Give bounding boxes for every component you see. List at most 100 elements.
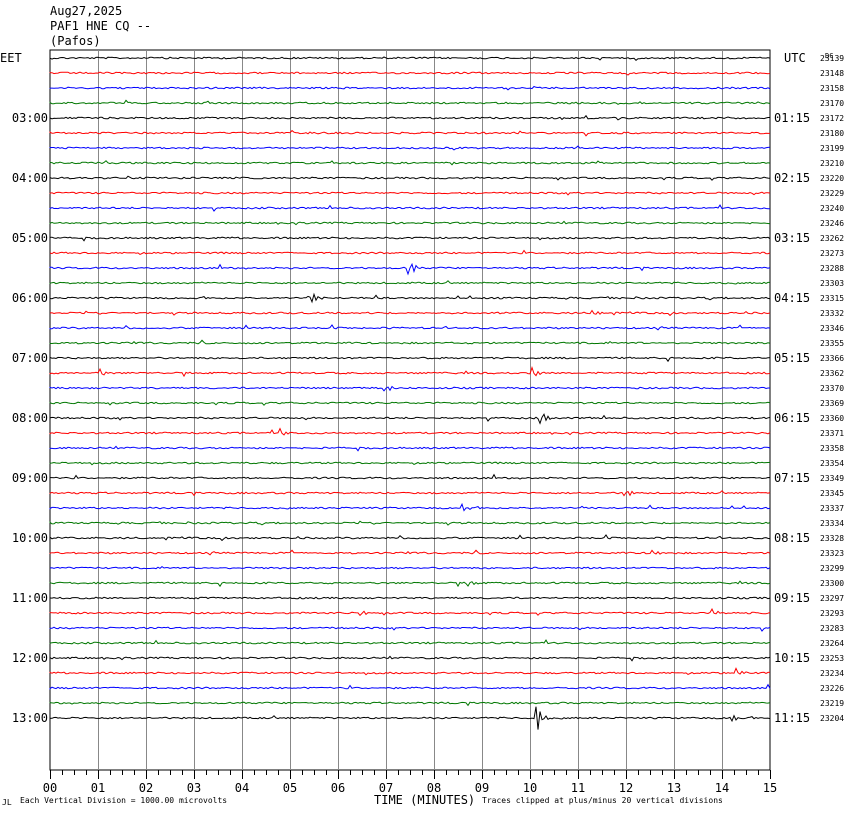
seismic-trace: [49, 356, 770, 363]
left-time-label: 10:00: [12, 531, 48, 545]
corner-mark: JL: [2, 798, 12, 807]
left-time-label: 11:00: [12, 591, 48, 605]
seismic-trace: [49, 565, 771, 570]
left-time-label: 04:00: [12, 171, 48, 185]
station-location: (Pafos): [50, 34, 101, 48]
seismic-trace: [49, 236, 771, 242]
right-time-label: 04:15: [774, 291, 810, 305]
x-axis-title: TIME (MINUTES): [374, 793, 476, 807]
seismic-trace: [49, 413, 771, 425]
dc-offset-label: 23362: [820, 369, 844, 378]
dc-offset-label: 23297: [820, 594, 844, 603]
dc-offset-label: 23246: [820, 219, 844, 228]
dc-offset-label: 23323: [820, 549, 844, 558]
seismic-trace: [49, 427, 771, 436]
dc-offset-label: 23345: [820, 489, 844, 498]
seismic-trace: [49, 324, 771, 331]
dc-offset-label: 23328: [820, 534, 844, 543]
dc-offset-label: 23334: [820, 519, 844, 528]
left-time-label: 13:00: [12, 711, 48, 725]
seismic-trace: [49, 608, 771, 617]
seismic-trace: [49, 502, 771, 512]
left-timezone-label: EET: [0, 51, 22, 65]
labels: 00 01 02 03 04 05 06 07 08 09 10 11 12 13 14 15 23139 231…: [0, 51, 844, 795]
x-tick-label: 07: [379, 781, 393, 795]
dc-offset-label: 23360: [820, 414, 844, 423]
seismic-trace: [49, 366, 771, 378]
x-tick-label: 02: [139, 781, 153, 795]
dc-offset-label: 23264: [820, 639, 844, 648]
right-time-label: 09:15: [774, 591, 810, 605]
dc-offset-label: 23210: [820, 159, 844, 168]
dc-offset-label: 23170: [820, 99, 844, 108]
dc-offset-label: 23299: [820, 564, 844, 573]
x-tick-label: 10: [523, 781, 537, 795]
x-tick-label: 09: [475, 781, 489, 795]
dc-offset-label: 23180: [820, 129, 844, 138]
x-tick-label: 00: [43, 781, 57, 795]
traces: [49, 56, 771, 730]
seismic-trace: [49, 292, 771, 304]
seismic-trace: [49, 490, 771, 497]
seismic-trace: [49, 701, 771, 707]
plot-frame: [49, 49, 771, 771]
dc-offset-label: 23253: [820, 654, 844, 663]
seismic-trace: [49, 385, 770, 392]
seismic-trace: [49, 191, 771, 196]
x-tick-label: 03: [187, 781, 201, 795]
seismic-trace: [49, 99, 771, 105]
x-tick-label: 14: [715, 781, 729, 795]
left-time-label: 07:00: [12, 351, 48, 365]
dc-offset-label: 23226: [820, 684, 844, 693]
dc-offset-label: 23219: [820, 699, 844, 708]
dc-offset-label: 23293: [820, 609, 844, 618]
dc-offset-label: 23273: [820, 249, 844, 258]
seismic-trace: [49, 534, 771, 542]
dc-offset-label: 23199: [820, 144, 844, 153]
seismic-trace: [49, 626, 771, 632]
seismic-trace: [49, 204, 770, 212]
seismic-trace: [49, 129, 770, 137]
dc-offset-label: 23262: [820, 234, 844, 243]
seismic-trace: [49, 639, 771, 645]
seismic-trace: [49, 160, 771, 166]
right-time-label: 08:15: [774, 531, 810, 545]
dc-offset-label: 23172: [820, 114, 844, 123]
seismic-trace: [49, 667, 771, 676]
seismic-trace: [49, 85, 771, 91]
dc-offset-label: 23354: [820, 459, 844, 468]
left-time-label: 08:00: [12, 411, 48, 425]
dc-offset-label: 23371: [820, 429, 844, 438]
left-time-label: 12:00: [12, 651, 48, 665]
x-tick-label: 05: [283, 781, 297, 795]
seismic-trace: [49, 262, 771, 276]
seismic-trace: [49, 580, 771, 588]
dc-offset-label: 23355: [820, 339, 844, 348]
dc-offset-label: 23283: [820, 624, 844, 633]
seismic-trace: [49, 175, 771, 181]
dc-offset-label: 23358: [820, 444, 844, 453]
dc-offset-label: 23369: [820, 399, 844, 408]
seismic-trace: [49, 683, 771, 690]
seismic-trace: [49, 549, 771, 556]
seismic-trace: [49, 596, 771, 600]
right-timezone-label: UTC: [784, 51, 806, 65]
x-tick-label: 06: [331, 781, 345, 795]
dc-offset-label: 23204: [820, 714, 844, 723]
seismic-trace: [49, 706, 771, 730]
right-time-label: 03:15: [774, 231, 810, 245]
right-time-label: 07:15: [774, 471, 810, 485]
right-time-label: 11:15: [774, 711, 810, 725]
dc-offset-label: 23240: [820, 204, 844, 213]
dc-offset-label: 23288: [820, 264, 844, 273]
dc-offset-label: 23158: [820, 84, 844, 93]
seismic-trace: [49, 309, 771, 317]
left-time-label: 09:00: [12, 471, 48, 485]
seismic-trace: [49, 249, 771, 255]
dc-offset-label: 23346: [820, 324, 844, 333]
seismic-trace: [49, 655, 771, 662]
dc-offset-label: 23366: [820, 354, 844, 363]
dc-offset-label: 23303: [820, 279, 844, 288]
left-time-label: 06:00: [12, 291, 48, 305]
dc-column-label: DC: [825, 52, 833, 60]
